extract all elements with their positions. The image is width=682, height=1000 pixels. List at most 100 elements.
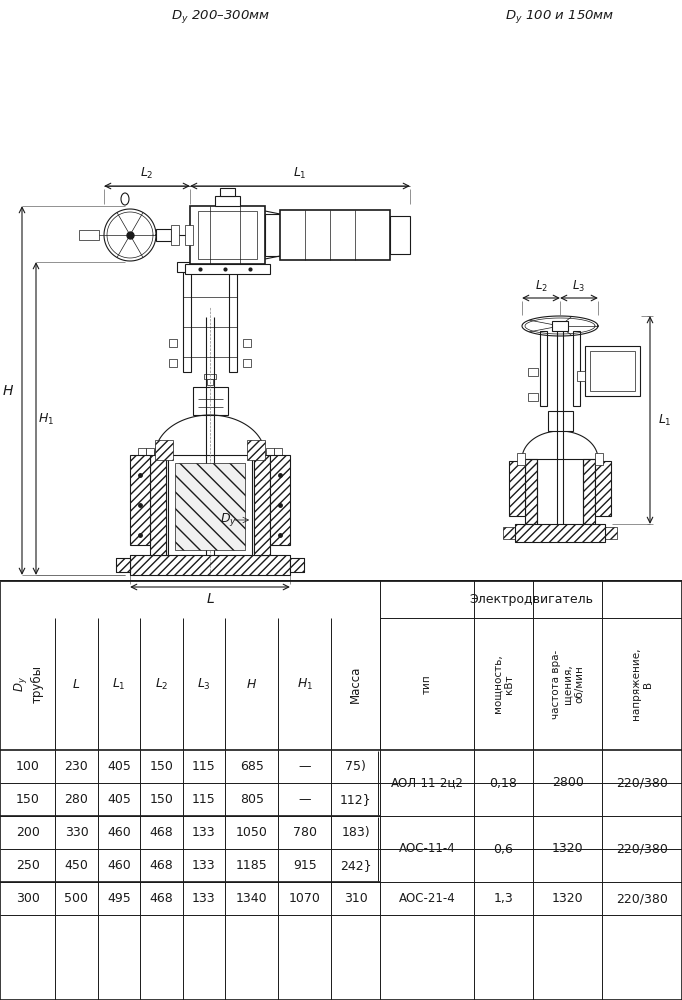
Text: 1320: 1320: [552, 842, 584, 856]
Text: напряжение,
В: напряжение, В: [632, 648, 653, 720]
Text: частота вра-
щения,
об/мин: частота вра- щения, об/мин: [551, 649, 584, 719]
Text: 1070: 1070: [289, 892, 321, 905]
Text: 468: 468: [149, 859, 173, 872]
Text: Масса: Масса: [349, 665, 362, 703]
Bar: [171, 225, 179, 245]
Text: $D_y$
трубы: $D_y$ трубы: [12, 665, 44, 703]
Text: 220/380: 220/380: [617, 842, 668, 856]
Text: 330: 330: [65, 826, 89, 839]
Bar: [116, 558, 130, 572]
Bar: [390, 216, 410, 254]
Text: 780: 780: [293, 826, 317, 839]
Bar: [290, 558, 304, 572]
Bar: [243, 339, 251, 347]
Text: $D_y$: $D_y$: [220, 512, 237, 528]
Text: 468: 468: [149, 826, 173, 839]
Text: 75): 75): [346, 760, 366, 773]
Text: $L_1$: $L_1$: [112, 676, 125, 692]
Bar: [190, 206, 265, 264]
Text: 495: 495: [107, 892, 131, 905]
Bar: [517, 453, 525, 465]
Text: 100: 100: [16, 760, 40, 773]
Bar: [247, 440, 265, 460]
Bar: [229, 272, 237, 372]
Bar: [585, 346, 640, 396]
Text: 450: 450: [65, 859, 89, 872]
Bar: [177, 262, 244, 272]
Text: 150: 150: [16, 793, 40, 806]
Bar: [270, 455, 290, 545]
Text: 112}: 112}: [340, 793, 372, 806]
Bar: [185, 264, 270, 274]
Bar: [207, 379, 213, 385]
Bar: [266, 448, 274, 462]
Bar: [193, 387, 228, 415]
Text: 1185: 1185: [236, 859, 267, 872]
Text: $L$: $L$: [205, 592, 214, 606]
Ellipse shape: [121, 193, 129, 205]
Text: —: —: [299, 793, 311, 806]
Text: 460: 460: [107, 859, 131, 872]
Text: 183): 183): [342, 826, 370, 839]
Bar: [146, 448, 154, 462]
Text: 685: 685: [240, 760, 264, 773]
Text: 1050: 1050: [236, 826, 268, 839]
Text: 133: 133: [192, 859, 216, 872]
Text: 242}: 242}: [340, 859, 372, 872]
Bar: [548, 411, 573, 431]
Bar: [116, 558, 130, 572]
Bar: [540, 331, 547, 406]
Text: 133: 133: [192, 892, 216, 905]
Bar: [169, 359, 177, 367]
Bar: [220, 188, 235, 196]
Text: 1320: 1320: [552, 892, 584, 905]
Bar: [130, 555, 290, 575]
Text: 133: 133: [192, 826, 216, 839]
Bar: [130, 555, 290, 575]
Bar: [169, 339, 177, 347]
Text: тип: тип: [422, 674, 432, 694]
Text: 150: 150: [149, 760, 173, 773]
Text: 230: 230: [65, 760, 89, 773]
Bar: [590, 351, 635, 391]
Bar: [528, 393, 538, 401]
Bar: [79, 230, 99, 240]
Bar: [138, 448, 146, 462]
Bar: [265, 214, 280, 256]
Text: $H_1$: $H_1$: [297, 676, 313, 692]
Text: 1340: 1340: [236, 892, 267, 905]
Text: 220/380: 220/380: [617, 776, 668, 790]
Bar: [130, 455, 150, 545]
Bar: [290, 558, 304, 572]
Text: 0,6: 0,6: [494, 842, 514, 856]
Bar: [515, 524, 605, 542]
Text: АОЛ-11-2ц2: АОЛ-11-2ц2: [391, 776, 464, 790]
Bar: [175, 463, 245, 550]
Bar: [243, 359, 251, 367]
Text: АОС-21-4: АОС-21-4: [399, 892, 456, 905]
Bar: [573, 331, 580, 406]
Text: $L_2$: $L_2$: [155, 676, 168, 692]
Text: 500: 500: [65, 892, 89, 905]
Text: 280: 280: [65, 793, 89, 806]
Text: $L$: $L$: [72, 678, 80, 690]
Bar: [274, 448, 282, 462]
Bar: [509, 461, 525, 516]
Text: АОС-11-4: АОС-11-4: [399, 842, 456, 856]
Text: 2800: 2800: [552, 776, 584, 790]
Text: 1,3: 1,3: [494, 892, 514, 905]
Text: $L_3$: $L_3$: [197, 676, 211, 692]
Text: 310: 310: [344, 892, 368, 905]
Text: 300: 300: [16, 892, 40, 905]
Text: 805: 805: [240, 793, 264, 806]
Text: 200: 200: [16, 826, 40, 839]
Text: $L_1$: $L_1$: [658, 412, 672, 428]
Text: 115: 115: [192, 793, 216, 806]
Text: 405: 405: [107, 793, 131, 806]
Bar: [583, 459, 595, 524]
Text: 915: 915: [293, 859, 316, 872]
Bar: [552, 321, 568, 331]
Bar: [280, 210, 390, 260]
Bar: [204, 374, 216, 379]
Bar: [156, 229, 171, 241]
